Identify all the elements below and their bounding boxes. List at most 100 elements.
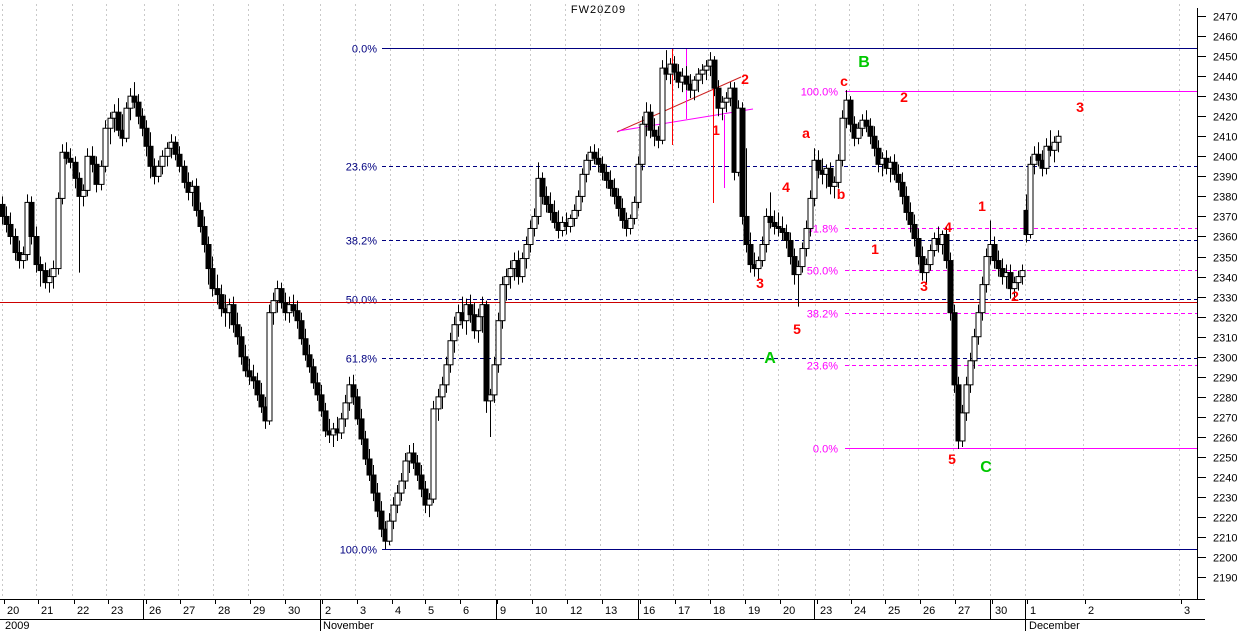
svg-text:2: 2: [1011, 288, 1019, 304]
candle: [715, 87, 722, 109]
svg-text:2370: 2370: [1213, 212, 1237, 224]
svg-text:2470: 2470: [1213, 12, 1237, 24]
candle: [426, 498, 433, 506]
candle: [430, 408, 437, 500]
candle: [743, 215, 750, 246]
candle: [543, 195, 550, 205]
candle: [314, 382, 321, 396]
candle: [607, 179, 614, 189]
candle: [63, 151, 70, 159]
candle: [603, 171, 610, 181]
candle: [1043, 145, 1050, 169]
svg-text:2380: 2380: [1213, 192, 1237, 204]
svg-text:5: 5: [428, 605, 434, 617]
candle: [0, 203, 6, 217]
svg-text:December: December: [1029, 620, 1080, 631]
candle: [354, 396, 361, 420]
candle: [499, 284, 506, 322]
candle: [807, 197, 814, 229]
candle: [55, 197, 62, 270]
candle: [143, 127, 150, 147]
candle: [627, 217, 634, 229]
svg-text:2420: 2420: [1213, 112, 1237, 124]
svg-text:2: 2: [741, 71, 749, 87]
svg-text:C: C: [980, 459, 992, 476]
svg-text:26: 26: [923, 605, 935, 617]
candle: [475, 316, 482, 332]
candle: [771, 221, 778, 227]
candle: [93, 163, 100, 185]
candle: [811, 159, 818, 199]
candle: [963, 384, 970, 414]
svg-text:2260: 2260: [1213, 433, 1237, 445]
candle: [159, 155, 166, 167]
candle: [209, 268, 216, 290]
svg-text:2320: 2320: [1213, 313, 1237, 325]
candle: [615, 195, 622, 209]
candle: [139, 115, 146, 129]
candle: [306, 354, 313, 368]
candle: [531, 215, 538, 229]
candle: [172, 141, 179, 155]
candle: [410, 452, 417, 464]
svg-text:9: 9: [500, 605, 506, 617]
candle: [483, 304, 490, 402]
svg-text:3: 3: [756, 275, 764, 291]
candle: [571, 209, 578, 219]
candle: [835, 159, 842, 183]
candle: [205, 244, 212, 270]
candle: [67, 157, 74, 163]
candle: [33, 235, 40, 266]
candle: [394, 492, 401, 506]
candle: [803, 227, 810, 250]
candle: [181, 165, 188, 183]
svg-text:29: 29: [253, 605, 265, 617]
svg-text:100.0%: 100.0%: [340, 545, 378, 557]
svg-text:b: b: [837, 186, 846, 202]
candle: [72, 161, 79, 179]
candle: [84, 155, 91, 191]
price-axis: 2470 2460 2450 2440 2430 2420 2410 2400 2390 2380…: [1197, 8, 1237, 599]
candle: [491, 364, 498, 396]
svg-text:27: 27: [183, 605, 195, 617]
candle: [547, 203, 554, 213]
candle: [322, 410, 329, 432]
candle: [1051, 141, 1058, 151]
candle: [402, 460, 409, 482]
candle: [579, 173, 586, 197]
candle: [875, 147, 882, 165]
candle: [164, 147, 171, 157]
candle: [447, 340, 454, 366]
candle: [759, 244, 766, 262]
svg-text:38.2%: 38.2%: [346, 236, 377, 248]
svg-text:2240: 2240: [1213, 473, 1237, 485]
candle: [439, 384, 446, 398]
svg-text:1: 1: [712, 122, 720, 138]
candle: [699, 69, 706, 75]
candle: [959, 412, 966, 442]
svg-text:1: 1: [1030, 605, 1036, 617]
candle: [503, 276, 510, 286]
candle: [258, 394, 265, 408]
candle: [298, 320, 305, 340]
candle: [827, 167, 834, 187]
svg-text:2390: 2390: [1213, 172, 1237, 184]
svg-text:4: 4: [944, 219, 952, 235]
wave-labels: 1 2 4 3 5 a b c 2 1 3 4 5 1 2 3 B A C: [712, 54, 1084, 476]
candle: [639, 123, 646, 165]
candle: [197, 209, 204, 227]
candle: [1055, 135, 1062, 143]
svg-text:2220: 2220: [1213, 513, 1237, 525]
svg-text:30: 30: [995, 605, 1007, 617]
svg-text:A: A: [764, 350, 776, 367]
candle: [1011, 282, 1018, 290]
candle: [443, 364, 450, 386]
candle: [59, 151, 66, 199]
svg-text:5: 5: [793, 321, 801, 337]
candle: [358, 418, 365, 440]
svg-text:2280: 2280: [1213, 393, 1237, 405]
candle: [583, 159, 590, 175]
svg-text:2310: 2310: [1213, 333, 1237, 345]
candle: [214, 288, 221, 296]
